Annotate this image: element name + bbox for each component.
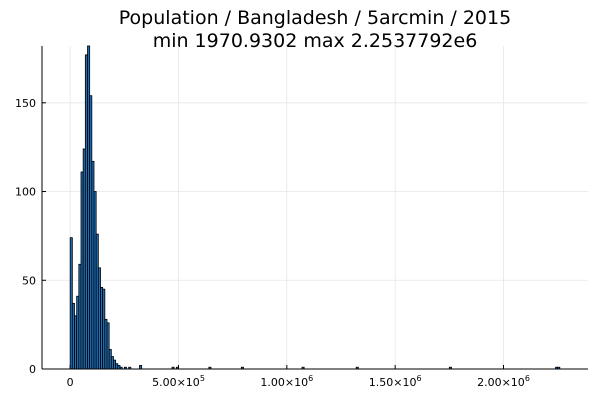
x-tick-labels: 0 5.00×105 1.00×106 1.50×106 2.00×106 xyxy=(67,374,530,389)
grid-lines xyxy=(42,46,588,370)
y-tick-labels: 0 50 100 150 xyxy=(15,97,36,376)
histogram-bars xyxy=(69,45,561,370)
x-tick-label: 1.50×106 xyxy=(369,374,422,389)
y-tick-label: 150 xyxy=(15,97,36,110)
x-tick-label: 2.00×106 xyxy=(477,374,530,389)
x-tick-label: 1.00×106 xyxy=(260,374,313,389)
y-tick-label: 0 xyxy=(29,363,36,376)
x-tick-exponent: 6 xyxy=(416,374,421,383)
x-tick-exponent: 6 xyxy=(308,374,313,383)
x-tick-label: 0 xyxy=(67,376,74,389)
chart-title-line-1: Population / Bangladesh / 5arcmin / 2015 xyxy=(119,7,511,29)
x-tick-mantissa: 5.00×10 xyxy=(152,376,200,389)
x-tick-exponent: 5 xyxy=(200,374,205,383)
histogram-bar xyxy=(139,365,143,370)
chart-title-line-2: min 1970.9302 max 2.2537792e6 xyxy=(153,30,478,52)
y-tick-label: 50 xyxy=(22,274,36,287)
x-tick-exponent: 6 xyxy=(525,374,530,383)
axes xyxy=(41,46,588,370)
x-tick-mantissa: 2.00×10 xyxy=(477,376,525,389)
x-tick-label: 5.00×105 xyxy=(152,374,205,389)
x-tick-mantissa: 1.50×10 xyxy=(369,376,417,389)
chart-title: Population / Bangladesh / 5arcmin / 2015… xyxy=(119,7,511,52)
y-tick-label: 100 xyxy=(15,186,36,199)
x-tick-mantissa: 1.00×10 xyxy=(260,376,308,389)
x-tick-mantissa: 0 xyxy=(67,376,74,389)
